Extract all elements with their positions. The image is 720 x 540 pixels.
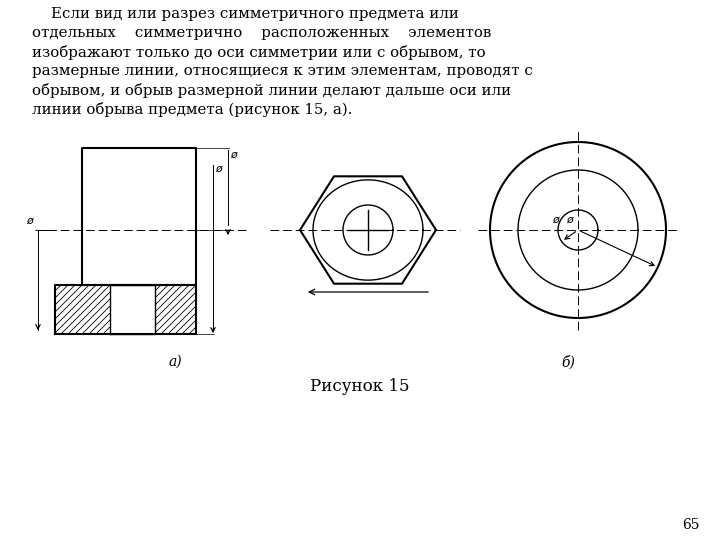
Polygon shape <box>55 285 110 334</box>
Text: Если вид или разрез симметричного предмета или: Если вид или разрез симметричного предме… <box>32 7 459 21</box>
Polygon shape <box>155 285 196 334</box>
Text: б): б) <box>561 355 575 369</box>
Text: линии обрыва предмета (рисунок 15, а).: линии обрыва предмета (рисунок 15, а). <box>32 102 352 117</box>
Text: отдельных    симметрично    расположенных    элементов: отдельных симметрично расположенных элем… <box>32 26 491 40</box>
Text: ø: ø <box>230 150 237 160</box>
Text: изображают только до оси симметрии или с обрывом, то: изображают только до оси симметрии или с… <box>32 45 485 60</box>
Text: а): а) <box>168 355 182 369</box>
Text: Рисунок 15: Рисунок 15 <box>310 378 410 395</box>
Text: ø: ø <box>27 216 33 226</box>
Text: 65: 65 <box>683 518 700 532</box>
Text: размерные линии, относящиеся к этим элементам, проводят с: размерные линии, относящиеся к этим элем… <box>32 64 533 78</box>
Text: ø: ø <box>567 215 573 225</box>
Text: ø: ø <box>553 215 559 225</box>
Text: ø: ø <box>215 164 222 174</box>
Text: обрывом, и обрыв размерной линии делают дальше оси или: обрывом, и обрыв размерной линии делают … <box>32 83 511 98</box>
